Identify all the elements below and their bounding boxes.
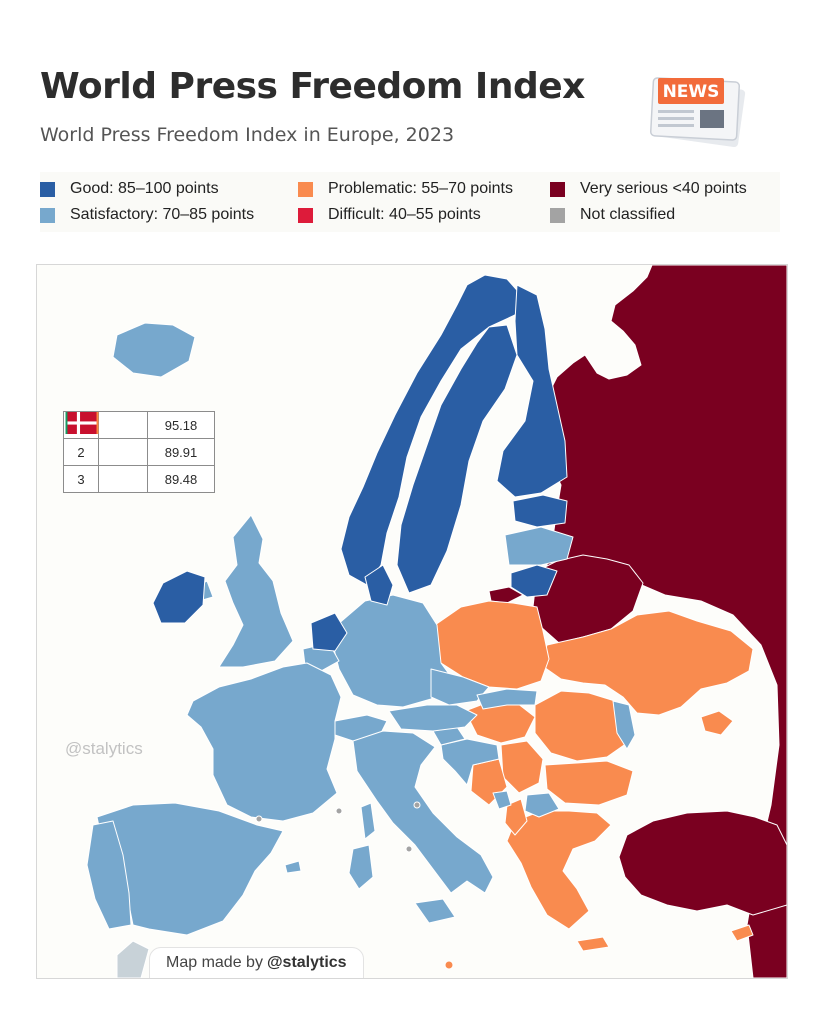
region-ireland [152,570,206,624]
region-denmark [364,564,394,606]
legend-item-very-serious: Very serious <40 points [550,178,747,200]
region-latvia [504,526,574,566]
top-ranking-table: 1 95.18 2 89.91 [63,411,215,493]
region-albania [504,798,528,836]
region-france [186,662,342,822]
credit-handle: @stalytics [266,954,347,971]
region-uk [218,514,294,668]
region-bulgaria [544,760,634,806]
region-portugal [86,820,132,930]
page-subtitle: World Press Freedom Index in Europe, 202… [40,124,455,146]
page-title: World Press Freedom Index [40,66,585,107]
rank-score: 89.48 [164,471,198,487]
region-czechia [430,668,490,706]
region-sicily [414,898,456,924]
newspaper-label: NEWS [663,82,720,102]
region-sardinia [348,844,374,890]
region-kaliningrad [488,586,524,604]
region-turkey [618,810,787,916]
region-hungary [464,700,536,744]
region-montenegro [492,790,512,810]
credit-prefix: Map made by [166,954,263,971]
legend-swatch-difficult [298,207,313,223]
legend-item-difficult: Difficult: 40–55 points [298,204,481,226]
legend-item-satisfactory: Satisfactory: 70–85 points [40,204,254,226]
legend-label-not-classified: Not classified [580,206,676,223]
norway-flag-icon [66,412,148,438]
region-monaco [335,807,343,815]
region-vatican [405,845,413,853]
ranking-row: 3 89.48 [64,412,214,492]
legend-swatch-problematic [298,181,313,197]
legend-item-good: Good: 85–100 points [40,178,219,200]
rank-number: 3 [64,466,99,492]
region-sweden [396,324,518,594]
region-north-macedonia [524,792,560,818]
rank-number: 2 [64,439,99,465]
rank-score: 89.91 [164,444,198,460]
legend-swatch-very-serious [550,181,565,197]
legend-label-very-serious: Very serious <40 points [580,180,747,197]
ranking-row: 2 89.91 [64,412,214,465]
region-crimea [700,710,734,736]
newspaper-icon: NEWS [648,70,752,148]
region-iceland [112,322,196,378]
rank-score: 95.18 [164,417,198,433]
ireland-flag-icon [65,412,148,465]
region-andorra [255,815,263,823]
region-ukraine [540,610,754,716]
region-slovakia [476,688,538,710]
europe-map: 1 95.18 2 89.91 [36,264,788,979]
europe-map-svg [86,265,787,978]
legend-swatch-not-classified [550,207,565,223]
legend-label-difficult: Difficult: 40–55 points [328,206,481,223]
region-malta [444,960,454,970]
map-credit: Map made by @stalytics [149,947,364,978]
legend: Good: 85–100 points Satisfactory: 70–85 … [40,172,780,232]
legend-swatch-good [40,181,55,197]
region-san-marino [413,801,421,809]
legend-item-problematic: Problematic: 55–70 points [298,178,513,200]
region-cyprus [730,924,754,942]
region-austria [388,704,478,732]
legend-swatch-satisfactory [40,207,55,223]
legend-label-good: Good: 85–100 points [70,180,219,197]
legend-item-not-classified: Not classified [550,204,675,226]
region-finland [496,284,568,498]
region-moldova [612,700,636,750]
region-estonia [512,494,568,528]
watermark: @stalytics [65,739,143,758]
region-croatia [440,738,500,786]
region-netherlands [310,612,348,652]
region-italy [352,730,494,894]
region-serbia [500,740,544,794]
legend-label-satisfactory: Satisfactory: 70–85 points [70,206,255,223]
region-poland [432,600,550,690]
region-greece [506,810,612,930]
denmark-flag-icon [67,412,148,492]
region-balearics [284,860,302,874]
region-north-africa [116,940,150,978]
legend-label-problematic: Problematic: 55–70 points [328,180,513,197]
region-corsica [360,802,376,840]
region-crete [576,936,610,952]
